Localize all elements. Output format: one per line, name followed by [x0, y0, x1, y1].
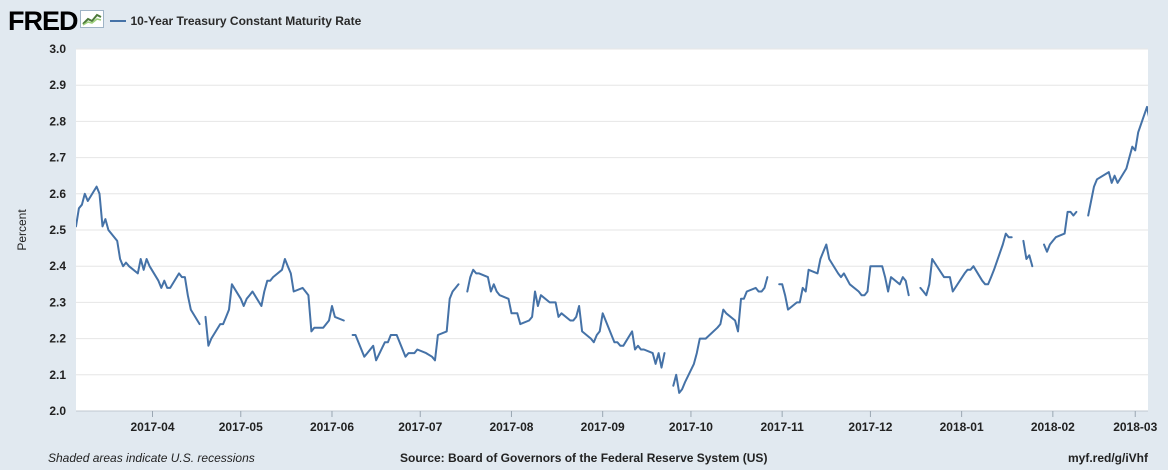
series-line-segment [1043, 210, 1078, 253]
x-tick-label: 2017-07 [398, 420, 442, 434]
axes: 2.0 2.1 2.2 2.3 2.4 2.5 2.6 2.7 2.8 2.9 3.0 2017-04… [49, 42, 1157, 434]
x-tick-label: 2017-06 [310, 420, 354, 434]
legend-label: 10-Year Treasury Constant Maturity Rate [130, 14, 362, 28]
series-lines [76, 105, 1148, 394]
x-tick-label: 2017-09 [581, 420, 625, 434]
x-tick-label: 2017-11 [760, 420, 804, 434]
series-line-segment [351, 283, 460, 362]
y-tick-label: 2.6 [49, 187, 66, 201]
series-line-segment [919, 232, 1013, 297]
series-line-segment [1022, 239, 1034, 268]
x-tick-label: 2018-01 [940, 420, 984, 434]
recession-note: Shaded areas indicate U.S. recessions [48, 451, 255, 465]
series-line-segment [466, 268, 666, 369]
y-tick-label: 2.2 [49, 332, 66, 346]
y-tick-label: 2.9 [49, 78, 66, 92]
y-axis-label: Percent [15, 209, 29, 251]
x-tick-label: 2017-08 [489, 420, 533, 434]
x-tick-label: 2018-03 [1113, 420, 1157, 434]
x-tick-label: 2017-05 [219, 420, 263, 434]
source-note: Source: Board of Governors of the Federa… [400, 451, 768, 465]
y-tick-label: 2.5 [49, 223, 66, 237]
y-tick-label: 2.4 [49, 259, 66, 273]
chart-footer: Shaded areas indicate U.S. recessions So… [0, 451, 1168, 467]
y-tick-label: 3.0 [49, 42, 66, 56]
series-line-segment [76, 185, 201, 326]
chart-legend: 10-Year Treasury Constant Maturity Rate [109, 14, 362, 28]
series-line-segment [672, 276, 769, 394]
short-url-link[interactable]: myf.red/g/iVhf [1067, 451, 1148, 465]
y-tick-label: 2.0 [49, 404, 66, 418]
line-chart[interactable]: 2.0 2.1 2.2 2.3 2.4 2.5 2.6 2.7 2.8 2.9 3.0 2017-04… [0, 0, 1168, 450]
x-tick-label: 2018-02 [1031, 420, 1075, 434]
series-line-segment [778, 243, 910, 311]
y-tick-label: 2.1 [49, 368, 66, 382]
y-tick-label: 2.7 [49, 151, 66, 165]
y-tick-label: 2.3 [49, 295, 66, 309]
x-tick-label: 2017-10 [669, 420, 713, 434]
series-line-segment [1087, 105, 1148, 217]
x-tick-label: 2017-04 [130, 420, 174, 434]
trend-graph-icon [79, 9, 104, 33]
fred-logo[interactable]: FRED [8, 5, 104, 36]
chart-header: FRED 10-Year Treasury Constant Maturity … [8, 6, 361, 36]
x-tick-label: 2017-12 [848, 420, 892, 434]
y-tick-label: 2.8 [49, 114, 66, 128]
legend-swatch [109, 20, 126, 22]
fred-logo-text: FRED [8, 5, 78, 36]
series-line-segment [204, 258, 345, 347]
